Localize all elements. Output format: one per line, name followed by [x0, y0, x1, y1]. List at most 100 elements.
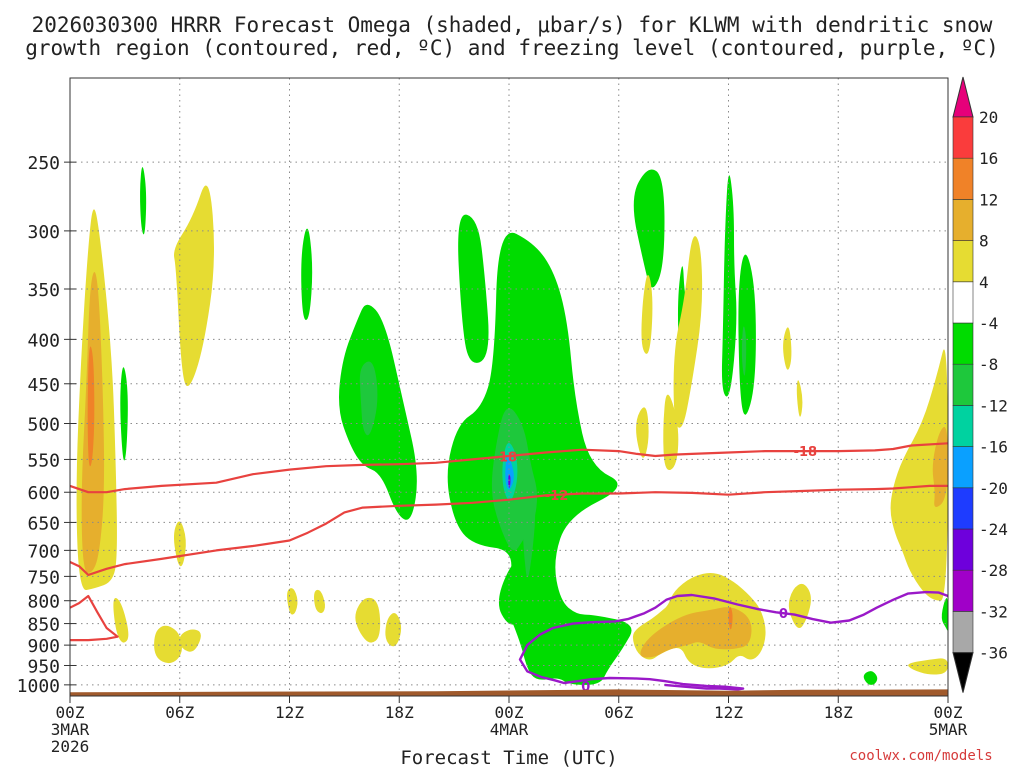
omega-region-33 [738, 254, 756, 415]
y-tick-label-8: 650 [27, 513, 60, 534]
colorbar-label-11: 12 [979, 190, 998, 209]
dgz-contour-label-2: -12 [545, 489, 569, 504]
omega-region-3 [113, 598, 129, 643]
omega-region-23 [522, 495, 536, 578]
omega-region-10 [301, 228, 313, 320]
x-tick-label-8: 00Z [934, 703, 963, 722]
x-tick-label-6: 12Z [714, 703, 743, 722]
site-credit: coolwx.com/models [849, 748, 992, 764]
omega-region-26 [641, 275, 653, 354]
omega-region-4 [154, 625, 182, 664]
y-tick-label-1: 300 [27, 222, 60, 243]
omega-region-28 [636, 407, 649, 458]
chart-title-line1: 2026030300 HRRR Forecast Omega (shaded, … [32, 13, 993, 37]
omega-region-21 [505, 455, 514, 490]
x-tick-label-1: 06Z [165, 703, 194, 722]
colorbar-swatch-10 [952, 199, 974, 241]
freezing-contour-label-lower-0: 0 [581, 680, 590, 695]
plot-area: -18 -18 -12 0 0 [69, 77, 949, 697]
colorbar: -36 -32 -28 -24 -20 -16 -12 -8 -4 4 8 12 16 20 [952, 76, 1008, 693]
y-tick-label-0: 250 [27, 153, 60, 174]
terrain-band [70, 689, 948, 696]
omega-region-8 [140, 167, 147, 235]
x-axis-label: Forecast Time (UTC) [400, 747, 617, 768]
omega-region-14 [385, 613, 402, 647]
y-tick-label-9: 700 [27, 541, 60, 562]
colorbar-label-12: 16 [979, 149, 998, 168]
colorbar-label-7: -8 [979, 355, 998, 374]
y-tick-label-6: 550 [27, 450, 60, 471]
dgz-contour-label-1: -18 [794, 445, 818, 460]
freezing-contour-label-0: 0 [779, 607, 788, 622]
dgz-contour-2 [69, 484, 948, 576]
x-tick-date-4: 4MAR [490, 720, 529, 739]
omega-region-18 [447, 232, 632, 685]
y-tick-label-11: 800 [27, 592, 60, 613]
colorbar-label-4: -20 [979, 479, 1008, 498]
x-tick-date-8: 5MAR [929, 720, 968, 739]
y-tick-label-3: 400 [27, 330, 60, 351]
x-tick-label-3: 18Z [385, 703, 414, 722]
colorbar-label-2: -28 [979, 561, 1008, 580]
colorbar-swatch-12 [952, 116, 974, 159]
dgz-contour-0 [69, 442, 949, 494]
colorbar-label-3: -24 [979, 520, 1008, 539]
omega-region-32 [721, 175, 737, 397]
colorbar-swatch-11 [952, 157, 974, 200]
omega-region-7 [173, 185, 214, 387]
x-tick-label-4: 00Z [495, 703, 524, 722]
colorbar-swatch-7 [952, 322, 974, 365]
colorbar-top-arrow [952, 76, 974, 118]
omega-region-13 [355, 597, 381, 643]
omega-region-34 [741, 326, 747, 376]
y-tick-label-14: 950 [27, 657, 60, 678]
y-tick-label-5: 500 [27, 414, 60, 435]
y-tick-label-13: 900 [27, 636, 60, 657]
y-tick-label-15: 1000 [17, 676, 60, 697]
colorbar-swatch-4 [952, 446, 974, 489]
colorbar-label-6: -12 [979, 396, 1008, 415]
omega-region-15 [338, 304, 417, 520]
colorbar-swatch-1 [952, 569, 974, 612]
colorbar-label-0: -36 [979, 644, 1008, 663]
omega-region-41 [890, 349, 948, 601]
colorbar-label-8: -4 [979, 314, 998, 333]
omega-region-29 [498, 561, 527, 625]
colorbar-bottom-arrow [952, 652, 974, 693]
colorbar-swatch-0 [952, 611, 974, 653]
y-tick-label-12: 850 [27, 615, 60, 636]
colorbar-label-13: 20 [979, 108, 998, 127]
omega-region-16 [359, 361, 378, 436]
y-tick-label-4: 450 [27, 375, 60, 396]
x-tick-date-0: 3MAR [51, 720, 90, 739]
omega-region-31 [783, 327, 792, 370]
omega-region-12 [314, 589, 326, 614]
y-tick-label-2: 350 [27, 280, 60, 301]
colorbar-label-1: -32 [979, 602, 1008, 621]
colorbar-swatch-2 [952, 528, 974, 571]
chart-title-line2: growth region (contoured, red, ºC) and f… [25, 36, 999, 60]
omega-region-43 [908, 658, 948, 675]
colorbar-swatch-8 [952, 281, 974, 324]
dgz-contour-label-0: -18 [494, 450, 518, 465]
pressure-axis: 2503003504004505005506006507007508008509… [17, 153, 76, 697]
x-tick-label-7: 18Z [824, 703, 853, 722]
omega-region-5 [179, 629, 201, 652]
colorbar-swatch-5 [952, 405, 974, 447]
omega-region-9 [120, 367, 128, 461]
omega-region-17 [458, 214, 489, 363]
dgz-contour-3 [69, 594, 119, 642]
omega-region-27 [663, 394, 679, 471]
omega-region-37 [640, 607, 752, 658]
omega-region-35 [863, 671, 878, 685]
y-tick-label-7: 600 [27, 483, 60, 504]
omega-region-30 [673, 236, 703, 428]
omega-region-39 [788, 583, 811, 629]
freezing-contour-0 [518, 590, 949, 691]
colorbar-label-10: 8 [979, 232, 989, 251]
x-tick-label-0: 00Z [56, 703, 85, 722]
x-tick-label-5: 06Z [604, 703, 633, 722]
omega-region-2 [87, 346, 95, 467]
